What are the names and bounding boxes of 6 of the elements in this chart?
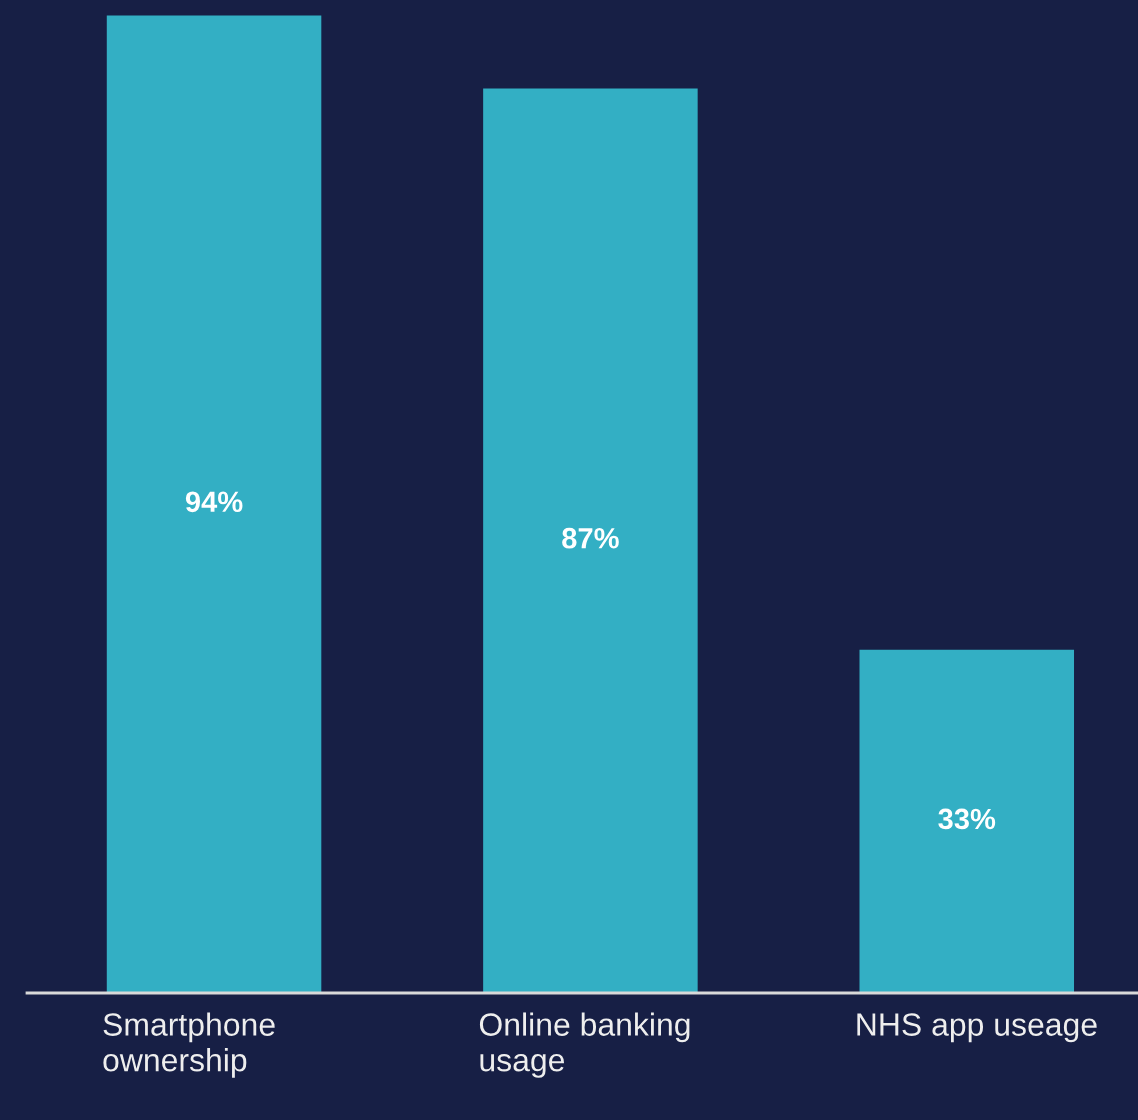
x-tick-label: Smartphone ownership bbox=[103, 1012, 275, 1078]
x-tick-label: NHS app useage bbox=[857, 1013, 1097, 1043]
x-tick-label: Online banking usage bbox=[479, 1012, 690, 1078]
data-label: 94% bbox=[185, 491, 243, 513]
data-label: 87% bbox=[562, 527, 619, 549]
data-label: 33% bbox=[938, 808, 996, 830]
